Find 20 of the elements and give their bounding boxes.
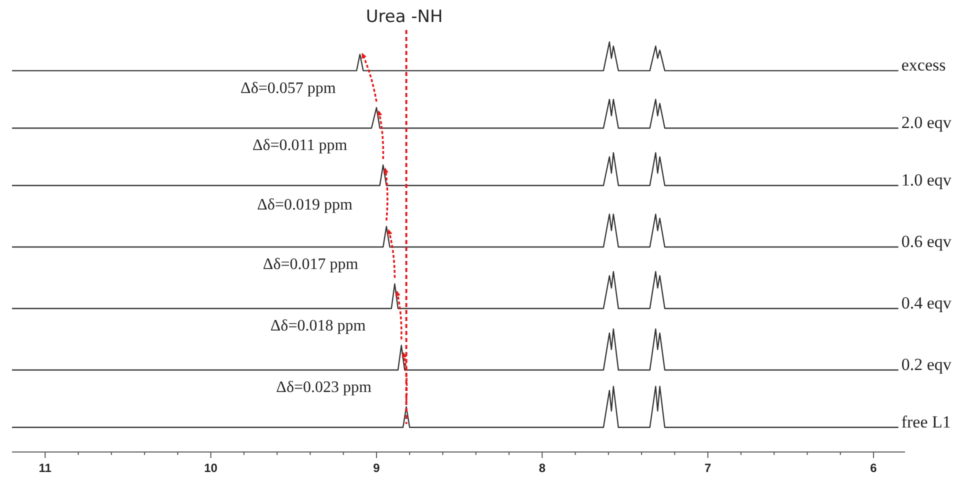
- ref-line-label: Urea -NH: [366, 7, 443, 27]
- series-label: 0.6 eqv: [901, 232, 952, 251]
- series-label: 0.2 eqv: [901, 355, 952, 374]
- annotation: Δδ=0.011 ppm: [252, 137, 348, 154]
- x-tick-label: 8: [538, 461, 546, 475]
- annotation: Δδ=0.018 ppm: [270, 318, 366, 335]
- series-label: 0.4 eqv: [901, 294, 952, 312]
- x-tick-label: 6: [870, 461, 878, 475]
- annotation: Δδ=0.057 ppm: [240, 80, 336, 97]
- series-label: 2.0 eqv: [901, 113, 952, 132]
- annotation: Δδ=0.023 ppm: [276, 379, 372, 396]
- series-label: 1.0 eqv: [901, 170, 952, 190]
- x-tick-label: 10: [204, 461, 218, 475]
- x-tick-label: 7: [704, 461, 712, 475]
- annotation: Δδ=0.019 ppm: [257, 196, 353, 214]
- annotation: Δδ=0.017 ppm: [262, 256, 359, 274]
- series-label: free L1: [901, 412, 951, 432]
- series-label: excess: [901, 56, 946, 75]
- x-tick-label: 9: [373, 461, 380, 475]
- x-tick-label: 11: [38, 461, 52, 475]
